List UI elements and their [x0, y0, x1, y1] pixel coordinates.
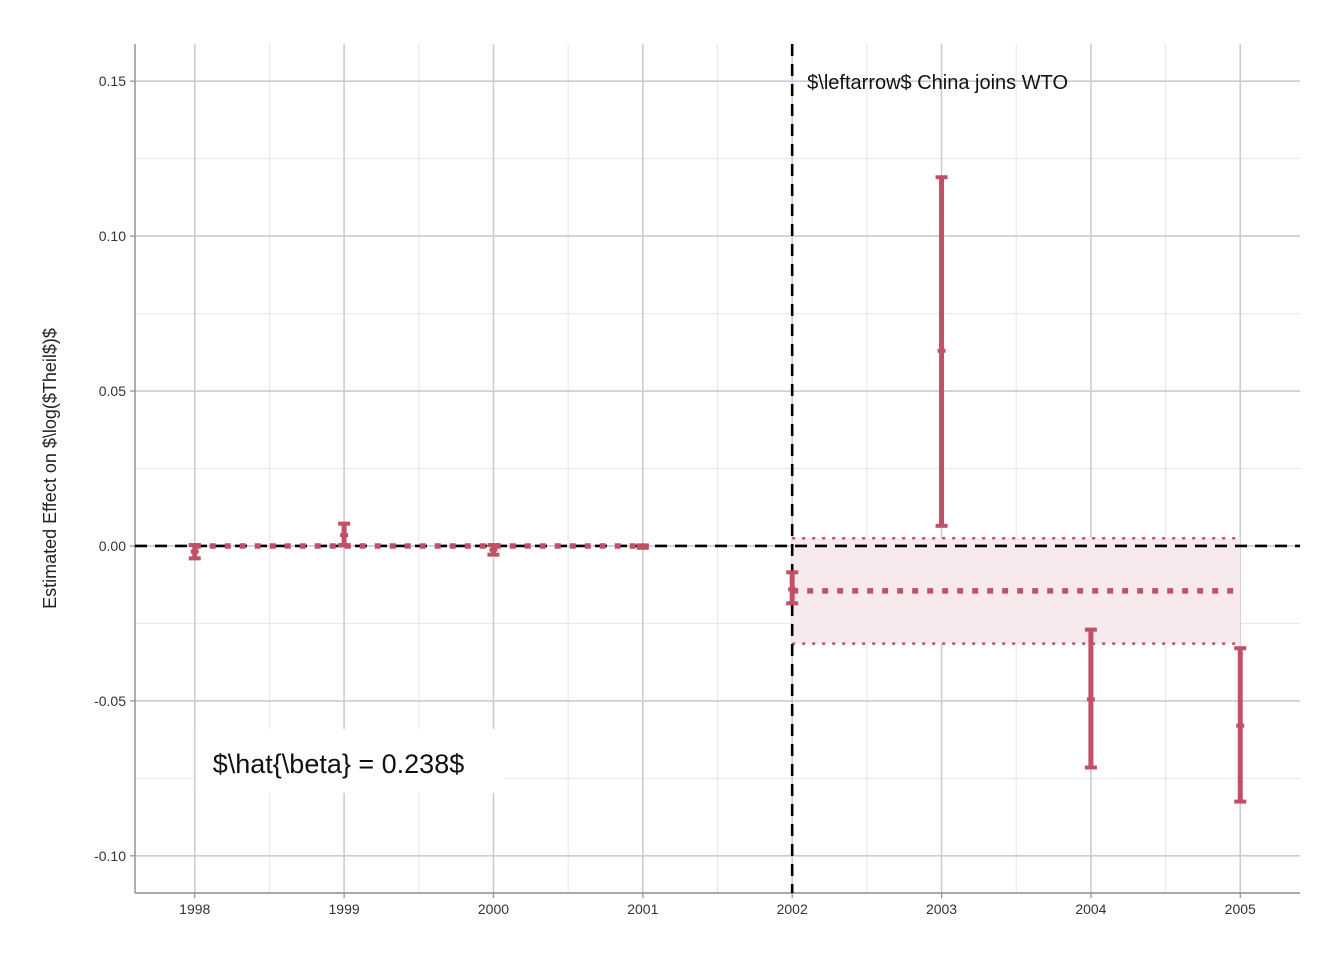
y-axis-label: Estimated Effect on $\log($Theil$)$ [40, 328, 60, 609]
x-tick-label: 2002 [777, 901, 808, 917]
y-tick-label: -0.10 [94, 848, 126, 864]
x-tick-label: 2005 [1225, 901, 1256, 917]
wto-annotation: $\leftarrow$ China joins WTO [807, 72, 1068, 94]
x-tick-label: 2001 [627, 901, 658, 917]
reference-lines [135, 44, 1300, 893]
y-tick-label: 0.05 [99, 383, 126, 399]
y-tick-label: -0.05 [94, 693, 126, 709]
y-tick-label: 0.10 [99, 228, 126, 244]
x-tick-label: 2000 [478, 901, 509, 917]
post-period-band [792, 538, 1241, 644]
x-tick-label: 1999 [329, 901, 360, 917]
error-bars [188, 175, 1247, 804]
x-tick-label: 2004 [1075, 901, 1106, 917]
post-period-confidence-band [792, 536, 1241, 645]
beta-annotation: $\hat{\beta} = 0.238$ [213, 749, 465, 779]
axes [130, 44, 1300, 898]
y-tick-label: 0.00 [99, 538, 126, 554]
x-tick-label: 1998 [179, 901, 210, 917]
beta-annotation-box [195, 728, 504, 793]
grid-minor [135, 44, 1300, 893]
tick-labels: 1998 1999 2000 2001 2002 2003 2004 2005 -0.10 -0.… [94, 73, 1256, 917]
y-tick-label: 0.15 [99, 73, 126, 89]
x-tick-label: 2003 [926, 901, 957, 917]
